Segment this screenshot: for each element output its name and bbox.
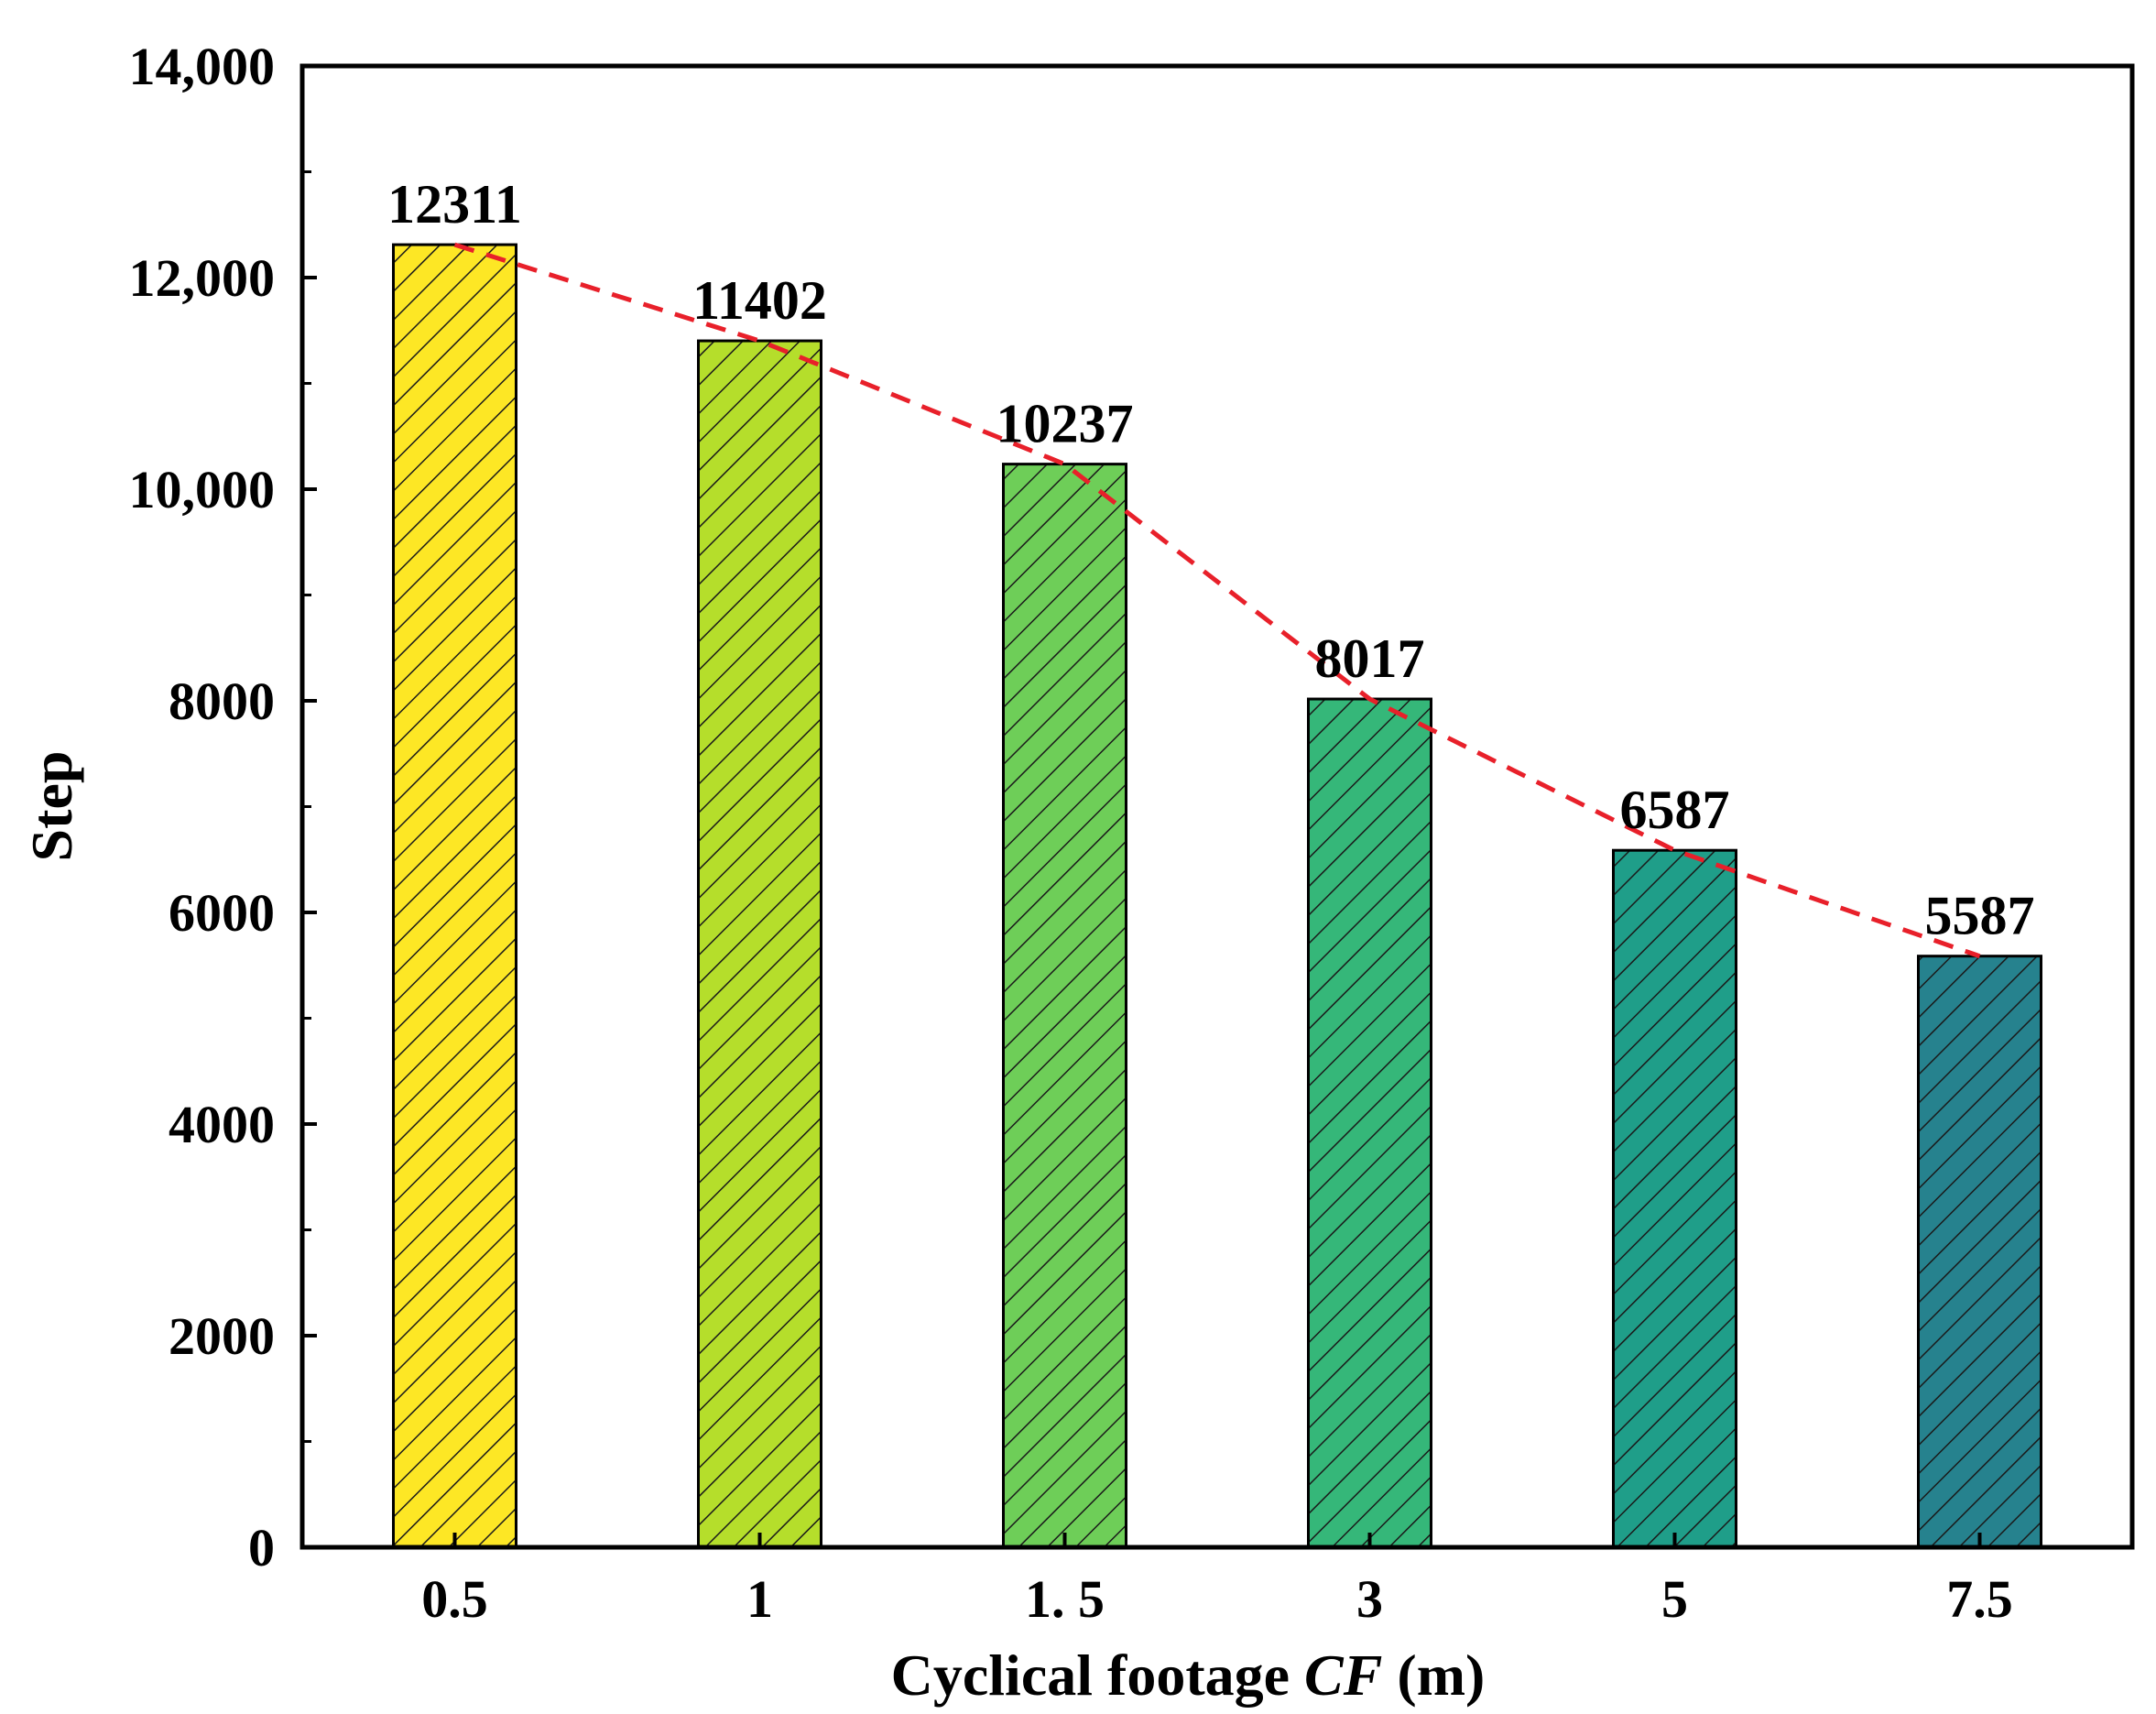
bar-3 [1307, 697, 1432, 1549]
data-label: 6587 [1620, 780, 1730, 840]
bar-1 [697, 339, 822, 1549]
y-tick-label: 4000 [169, 1095, 275, 1154]
x-tick-label: 1 [746, 1569, 773, 1629]
data-label: 10237 [996, 394, 1134, 454]
bar-hatch [1308, 699, 1432, 1547]
plot-frame [299, 63, 2135, 1550]
x-tick-label: 7.5 [1946, 1569, 2013, 1629]
bar-0.5 [392, 243, 517, 1549]
y-tick-label: 8000 [169, 671, 275, 731]
y-tick-label: 2000 [169, 1306, 275, 1366]
bar-hatch [1918, 955, 2042, 1547]
data-label: 5587 [1925, 886, 2035, 946]
y-tick-label: 10,000 [129, 460, 276, 519]
bar-hatch [393, 245, 517, 1548]
x-tick-label: 1. 5 [1025, 1569, 1105, 1629]
bar-1.5 [1002, 463, 1127, 1549]
y-tick-label: 6000 [169, 883, 275, 943]
bar-7.5 [1917, 955, 2042, 1549]
x-axis-title: Cyclical footage CF (m) [891, 1643, 1486, 1708]
trend-line [453, 242, 1981, 959]
y-axis-title: Step [19, 751, 84, 862]
data-labels: 12311 11402 10237 8017 6587 5587 [387, 174, 2034, 946]
x-tick-label: 3 [1356, 1569, 1383, 1629]
y-tick-label: 12,000 [129, 248, 276, 308]
data-label: 8017 [1315, 628, 1425, 689]
x-tick-label: 0.5 [421, 1569, 488, 1629]
y-tick-label: 14,000 [129, 37, 276, 96]
x-tick-label: 5 [1661, 1569, 1688, 1629]
data-label: 11402 [692, 270, 827, 331]
bar-5 [1612, 848, 1737, 1549]
data-label: 12311 [387, 174, 522, 235]
bar-hatch [1003, 464, 1127, 1548]
bars [392, 243, 2042, 1549]
bar-hatch [698, 341, 822, 1548]
trend-line-layer [453, 242, 1981, 959]
bar-hatch [1613, 850, 1737, 1547]
y-tick-label: 0 [248, 1518, 275, 1578]
